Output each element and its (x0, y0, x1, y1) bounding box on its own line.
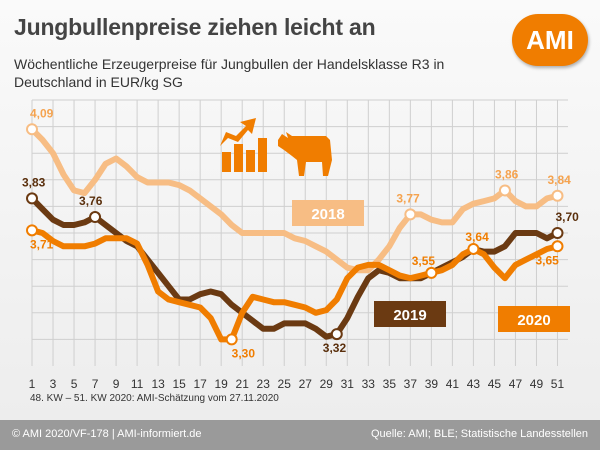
x-tick-label: 47 (509, 377, 523, 391)
x-tick-label: 27 (299, 377, 313, 391)
x-tick-label: 29 (320, 377, 334, 391)
legend-label: 2018 (311, 206, 344, 223)
line-chart: 1 3 5 7 9 11 13 15 17 19 21 23 25 27 29 31 33 35 37 39 41 43 4… (22, 99, 579, 391)
data-label: 3,86 (495, 167, 519, 181)
x-tick-label: 31 (341, 377, 355, 391)
x-tick-label: 51 (551, 377, 565, 391)
x-tick-label: 3 (50, 377, 57, 391)
page-title: Jungbullenpreise ziehen leicht an (14, 14, 376, 40)
footnote: 48. KW – 51. KW 2020: AMI-Schätzung vom … (30, 393, 279, 404)
x-tick-label: 9 (113, 377, 120, 391)
data-point-marker (498, 184, 511, 197)
data-point-marker (330, 328, 343, 341)
chart-subtitle: Wöchentliche Erzeugerpreise für Jungbull… (14, 56, 445, 90)
data-point-marker (225, 333, 238, 346)
data-label: 3,71 (30, 237, 54, 251)
data-label: 3,32 (323, 341, 347, 355)
footer-bar: © AMI 2020/VF-178 | AMI-informiert.de Qu… (0, 420, 600, 450)
x-tick-label: 43 (467, 377, 481, 391)
data-point-marker (551, 240, 564, 253)
data-label: 3,84 (547, 173, 571, 187)
x-tick-label: 19 (214, 377, 228, 391)
data-labels: 4,09 3,77 3,86 3,84 3,83 3,76 3,32 3,70 3,71 3,30… (22, 106, 579, 360)
series-legend-boxes: 2018 2019 2020 (292, 200, 570, 332)
data-point-marker (26, 123, 38, 136)
data-point-marker (425, 266, 438, 279)
legend-box-2019 (374, 301, 446, 327)
x-tick-label: 17 (193, 377, 207, 391)
x-tick-label: 37 (404, 377, 418, 391)
legend-box-2020 (498, 306, 570, 332)
source-text: Quelle: AMI; BLE; Statistische Landesste… (370, 428, 588, 440)
x-tick-label: 25 (278, 377, 292, 391)
data-label: 3,77 (396, 191, 420, 205)
x-tick-label: 21 (236, 377, 250, 391)
legend-box-2018 (292, 200, 364, 226)
ami-logo: AMI (512, 14, 588, 66)
x-tick-label: 5 (71, 377, 78, 391)
data-point-marker (404, 208, 417, 221)
data-label: 3,83 (22, 175, 46, 189)
data-point-marker (26, 192, 38, 205)
x-tick-label: 39 (425, 377, 439, 391)
data-point-marker (89, 211, 102, 224)
decorative-icons (220, 118, 332, 176)
x-tick-label: 23 (257, 377, 271, 391)
bull-icon (278, 132, 332, 176)
x-tick-label: 49 (530, 377, 544, 391)
x-tick-label: 15 (172, 377, 186, 391)
data-label: 3,55 (412, 254, 436, 268)
data-label: 3,30 (232, 346, 256, 360)
data-label: 3,65 (535, 253, 559, 267)
legend-label: 2019 (393, 307, 426, 324)
x-tick-label: 45 (488, 377, 502, 391)
x-tick-label: 41 (446, 377, 460, 391)
legend-label: 2020 (517, 312, 550, 329)
data-label: 3,64 (465, 230, 489, 244)
data-point-marker (551, 227, 564, 239)
x-tick-label: 33 (362, 377, 376, 391)
x-tick-label: 35 (383, 377, 397, 391)
copyright-text: © AMI 2020/VF-178 | AMI-informiert.de (12, 428, 202, 440)
x-tick-label: 1 (29, 377, 36, 391)
x-axis-ticks: 1 3 5 7 9 11 13 15 17 19 21 23 25 27 29 31 33 35 37 39 41 43 4… (29, 377, 565, 391)
data-point-marker (551, 189, 564, 202)
x-tick-label: 7 (92, 377, 99, 391)
data-label: 3,70 (555, 210, 579, 224)
data-label: 3,76 (79, 194, 103, 208)
series-line-2018 (29, 126, 561, 274)
data-point-marker (26, 224, 38, 237)
x-tick-label: 11 (131, 377, 144, 391)
data-point-markers (26, 123, 564, 346)
x-tick-label: 13 (151, 377, 165, 391)
rising-arrow-chart-icon (220, 118, 267, 172)
data-point-marker (467, 242, 480, 255)
data-label: 4,09 (30, 106, 54, 120)
